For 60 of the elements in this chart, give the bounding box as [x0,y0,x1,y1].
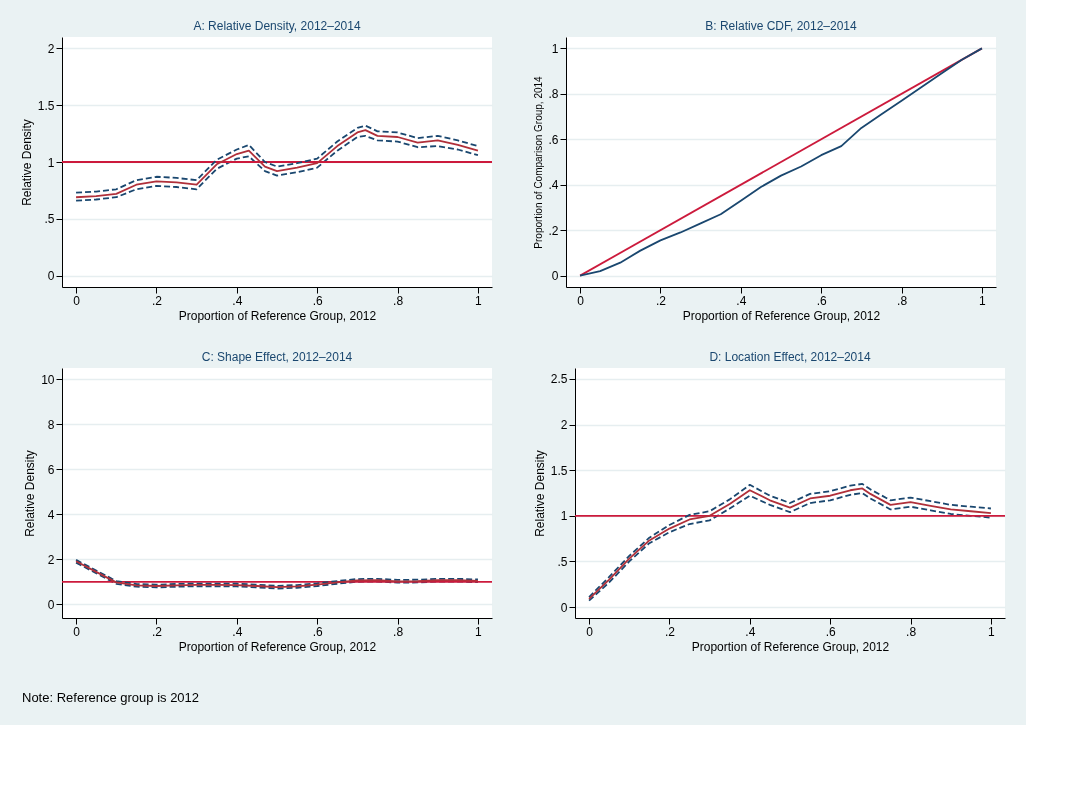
y-tick-label: 2.5 [550,372,568,387]
x-tick-label: .8 [897,293,908,308]
y-tick-label: 0 [47,269,55,284]
x-axis-title: Proportion of Reference Group, 2012 [682,308,881,323]
x-tick-label: .4 [232,624,243,639]
x-axis-title: Proportion of Reference Group, 2012 [691,639,890,654]
y-tick-label: 2 [47,552,55,567]
x-tick-label: .2 [664,624,676,639]
y-tick-label: 8 [47,417,55,432]
y-tick-label: 2 [47,41,55,56]
chart-title: B: Relative CDF, 2012–2014 [705,19,858,33]
x-axis-title: Proportion of Reference Group, 2012 [178,639,377,654]
x-tick-label: .8 [393,624,404,639]
x-tick-label: .4 [745,624,756,639]
y-tick-label: 1 [47,155,55,170]
y-axis-title: Relative Density [532,450,547,537]
x-tick-label: 0 [577,293,585,308]
x-tick-label: .8 [906,624,917,639]
x-tick-label: .6 [816,293,828,308]
y-tick-label: .2 [548,223,559,238]
x-tick-label: 0 [73,293,81,308]
x-tick-label: .2 [151,293,163,308]
y-axis-title: Relative Density [23,450,38,537]
x-tick-label: 0 [73,624,81,639]
x-tick-label: .2 [655,293,667,308]
y-tick-label: 1.5 [37,98,55,113]
x-tick-label: .6 [312,293,324,308]
chart-title: C: Shape Effect, 2012–2014 [201,350,353,364]
y-tick-label: 2 [560,418,568,433]
x-tick-label: 1 [988,624,996,639]
y-tick-label: 4 [47,507,55,522]
y-tick-label: 1.5 [550,463,568,478]
y-axis-title: Relative Density [19,119,34,206]
text: Note: Reference group is 2012 [22,690,200,705]
x-tick-label: .6 [312,624,324,639]
x-tick-label: .8 [393,293,404,308]
y-tick-label: .5 [44,212,55,227]
x-axis-title: Proportion of Reference Group, 2012 [178,308,377,323]
y-tick-label: .6 [548,132,559,147]
y-tick-label: 0 [47,597,55,612]
y-tick-label: .5 [557,554,568,569]
y-tick-label: 10 [41,372,55,387]
y-tick-label: 1 [560,509,568,524]
y-tick-label: 0 [551,269,559,284]
x-tick-label: 1 [475,624,483,639]
x-tick-label: .2 [151,624,163,639]
x-tick-label: .4 [232,293,243,308]
y-tick-label: 0 [560,600,568,615]
x-tick-label: 0 [586,624,594,639]
y-tick-label: .4 [548,178,559,193]
x-tick-label: 1 [979,293,987,308]
y-tick-label: 1 [551,41,559,56]
x-tick-label: .6 [825,624,837,639]
chart-title: A: Relative Density, 2012–2014 [193,19,361,33]
y-axis-title: Proportion of Comparison Group, 2014 [533,75,545,249]
y-tick-label: 6 [47,462,55,477]
x-tick-label: 1 [475,293,483,308]
x-tick-label: .4 [736,293,747,308]
y-tick-label: .8 [548,87,559,102]
chart-title: D: Location Effect, 2012–2014 [709,350,871,364]
